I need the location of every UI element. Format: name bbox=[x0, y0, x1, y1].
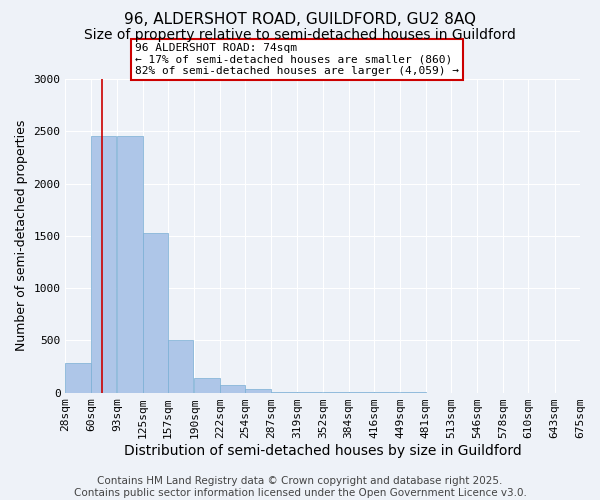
Bar bbox=[143, 232, 168, 392]
Text: 96 ALDERSHOT ROAD: 74sqm
← 17% of semi-detached houses are smaller (860)
82% of : 96 ALDERSHOT ROAD: 74sqm ← 17% of semi-d… bbox=[135, 42, 459, 76]
Bar bbox=[65, 364, 91, 392]
Bar bbox=[117, 136, 143, 392]
Text: 96, ALDERSHOT ROAD, GUILDFORD, GU2 8AQ: 96, ALDERSHOT ROAD, GUILDFORD, GU2 8AQ bbox=[124, 12, 476, 28]
Bar bbox=[220, 384, 245, 392]
Text: Contains HM Land Registry data © Crown copyright and database right 2025.
Contai: Contains HM Land Registry data © Crown c… bbox=[74, 476, 526, 498]
X-axis label: Distribution of semi-detached houses by size in Guildford: Distribution of semi-detached houses by … bbox=[124, 444, 521, 458]
Bar bbox=[91, 136, 116, 392]
Bar bbox=[168, 340, 193, 392]
Bar bbox=[194, 378, 220, 392]
Y-axis label: Number of semi-detached properties: Number of semi-detached properties bbox=[15, 120, 28, 352]
Bar bbox=[245, 389, 271, 392]
Text: Size of property relative to semi-detached houses in Guildford: Size of property relative to semi-detach… bbox=[84, 28, 516, 42]
